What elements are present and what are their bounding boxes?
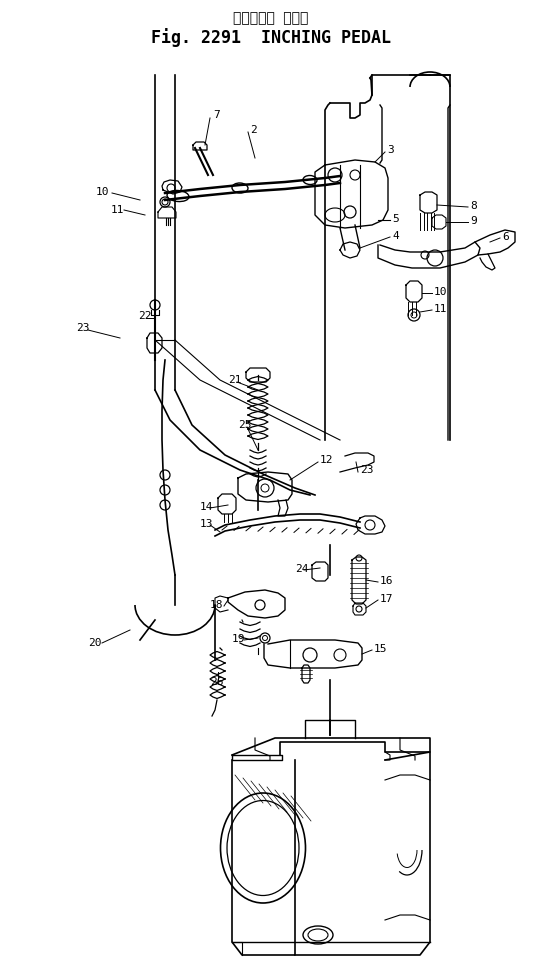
Text: 26: 26 xyxy=(210,677,223,687)
Text: 23: 23 xyxy=(76,323,89,333)
Text: 15: 15 xyxy=(374,644,388,654)
Text: 20: 20 xyxy=(88,638,101,648)
Text: 11: 11 xyxy=(111,205,125,215)
Text: 22: 22 xyxy=(138,311,152,321)
Text: 11: 11 xyxy=(434,304,448,314)
Text: 6: 6 xyxy=(502,232,509,242)
Text: 4: 4 xyxy=(392,231,399,241)
Text: インチング ペダル: インチング ペダル xyxy=(233,11,309,25)
Text: 10: 10 xyxy=(434,287,448,297)
Text: 17: 17 xyxy=(380,594,393,604)
Text: 19: 19 xyxy=(232,634,246,644)
Text: 16: 16 xyxy=(380,576,393,586)
Text: Fig. 2291  INCHING PEDAL: Fig. 2291 INCHING PEDAL xyxy=(151,28,391,47)
Text: 13: 13 xyxy=(200,519,214,529)
Text: 9: 9 xyxy=(470,216,477,226)
Text: 12: 12 xyxy=(320,455,333,465)
Text: 7: 7 xyxy=(213,110,220,120)
Text: 24: 24 xyxy=(295,564,308,574)
Text: 18: 18 xyxy=(210,600,223,610)
Text: 8: 8 xyxy=(470,201,477,211)
Text: 14: 14 xyxy=(200,502,214,512)
Text: 3: 3 xyxy=(387,145,393,155)
Text: 2: 2 xyxy=(250,125,257,135)
Text: 21: 21 xyxy=(228,375,242,385)
Text: 5: 5 xyxy=(392,214,399,224)
Text: 10: 10 xyxy=(96,187,109,197)
Text: 23: 23 xyxy=(360,465,373,475)
Text: 25: 25 xyxy=(238,420,251,430)
